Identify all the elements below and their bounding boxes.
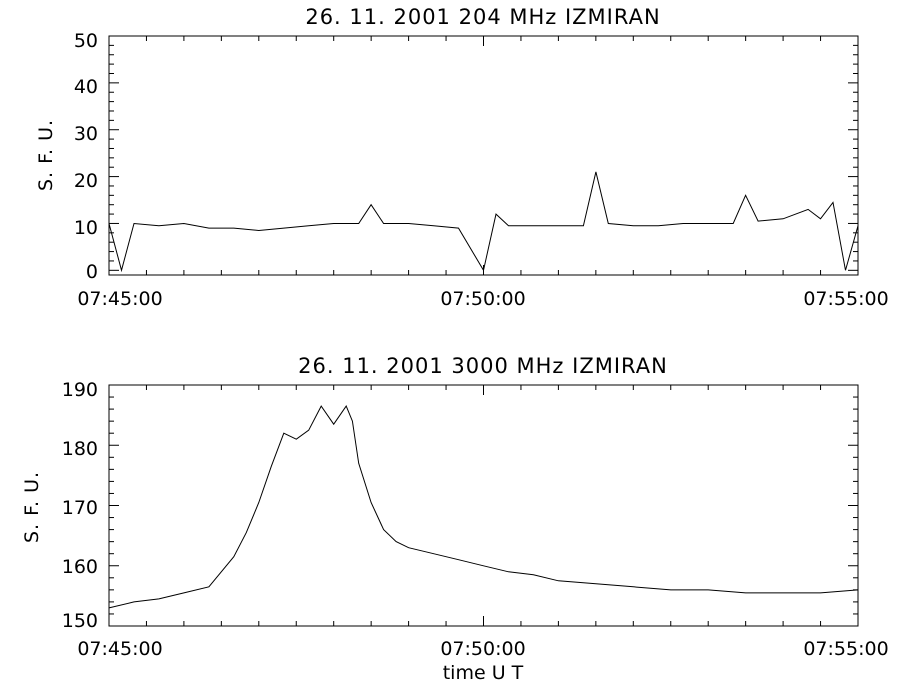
axis-ticks-204mhz (108, 35, 859, 275)
x-axis-label-3000mhz: time U T (443, 662, 524, 684)
chart-title-204mhz: 26. 11. 2001 204 MHz IZMIRAN (305, 5, 660, 29)
x-tick-label-mid-204mhz: 07:50:00 (440, 288, 525, 310)
y-tick-label-190: 190 (62, 379, 98, 401)
chart-title-3000mhz: 26. 11. 2001 3000 MHz IZMIRAN (298, 354, 668, 378)
series-line-204mhz (108, 171, 859, 273)
y-tick-label-40: 40 (74, 76, 98, 98)
x-tick-label-start-204mhz: 07:45:00 (77, 288, 162, 310)
axis-ticks-3000mhz (108, 384, 859, 627)
series-line-3000mhz (108, 405, 859, 609)
chart-panel-204mhz: 26. 11. 2001 204 MHz IZMIRAN S. F. U. 50… (35, 5, 889, 310)
x-tick-label-end-3000mhz: 07:55:00 (803, 638, 888, 660)
y-tick-label-30: 30 (74, 123, 98, 145)
y-tick-label-160: 160 (62, 556, 98, 578)
x-tick-label-mid-3000mhz: 07:50:00 (440, 638, 525, 660)
x-tick-label-end-204mhz: 07:55:00 (803, 288, 888, 310)
y-axis-label-3000mhz: S. F. U. (21, 471, 43, 543)
chart-panel-3000mhz: 26. 11. 2001 3000 MHz IZMIRAN S. F. U. 1… (21, 354, 889, 684)
y-axis-label-204mhz: S. F. U. (35, 119, 57, 191)
y-tick-label-150: 150 (62, 610, 98, 632)
y-tick-label-20: 20 (74, 170, 98, 192)
y-tick-label-170: 170 (62, 497, 98, 519)
y-tick-label-0: 0 (86, 261, 98, 283)
y-tick-label-10: 10 (74, 217, 98, 239)
y-tick-label-180: 180 (62, 438, 98, 460)
plot-frame-3000mhz (108, 384, 859, 627)
y-tick-label-50: 50 (74, 30, 98, 52)
plot-frame-204mhz (108, 35, 859, 276)
x-tick-label-start-3000mhz: 07:45:00 (77, 638, 162, 660)
